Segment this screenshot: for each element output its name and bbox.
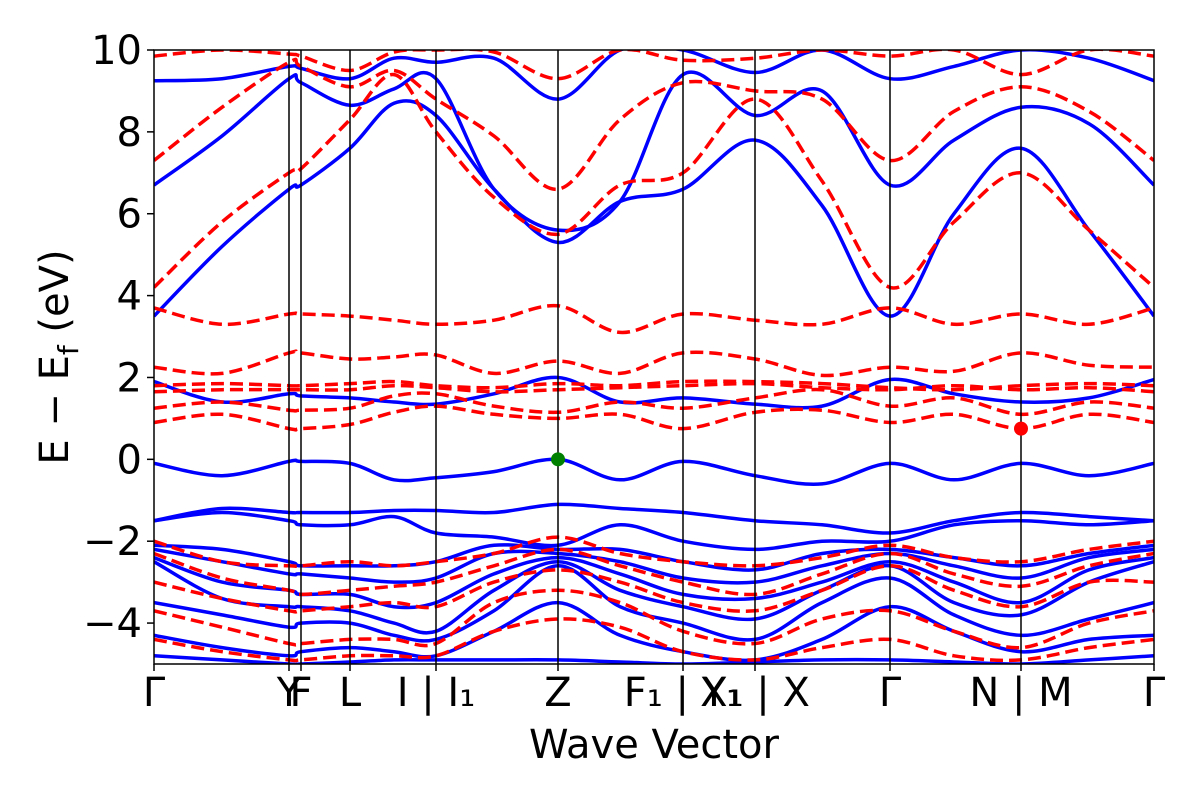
plot-frame bbox=[153, 49, 1155, 665]
x-tick-label-4: I | I₁ bbox=[397, 670, 476, 716]
dashed-band-line-6 bbox=[154, 387, 1154, 417]
y-axis-ticks: −4 −2 0 2 4 6 8 10 bbox=[83, 28, 154, 647]
x-tick-label-8: Γ bbox=[879, 670, 902, 716]
x-axis-title: Wave Vector bbox=[529, 722, 780, 768]
y-tick-label-6: 8 bbox=[117, 110, 142, 156]
y-axis-title-unit: (eV) bbox=[32, 249, 78, 345]
conduction-band-minimum-marker bbox=[1014, 421, 1028, 436]
x-tick-label-2: F bbox=[289, 670, 312, 716]
dashed-band-line-2 bbox=[154, 564, 1154, 614]
dashed-band-line-0 bbox=[154, 617, 1154, 663]
x-tick-label-9: N | M bbox=[969, 670, 1072, 716]
dashed-band-line-9 bbox=[154, 349, 1154, 378]
y-axis-title-sub: f bbox=[52, 344, 85, 355]
solid-band-line-5 bbox=[154, 547, 1154, 585]
solid-band-line-7 bbox=[154, 510, 1154, 552]
y-tick-label-2: 0 bbox=[117, 437, 142, 483]
x-tick-label-1: Y bbox=[276, 670, 302, 716]
y-axis-title-main: E − E bbox=[32, 355, 78, 465]
extrema-markers bbox=[551, 421, 1028, 467]
solid-band-line-9 bbox=[154, 457, 1154, 487]
solid-band-line-10 bbox=[154, 375, 1154, 410]
solid-band-line-3 bbox=[154, 559, 1154, 635]
solid-band-line-13 bbox=[154, 50, 1154, 101]
y-tick-label-1: −2 bbox=[83, 519, 142, 565]
dashed-band-line-5 bbox=[154, 404, 1154, 432]
y-tick-label-4: 4 bbox=[117, 274, 142, 320]
dashed-band-line-4 bbox=[154, 535, 1154, 568]
x-tick-label-6: F₁ | Y₁ bbox=[624, 670, 742, 716]
y-tick-label-0: −4 bbox=[83, 601, 142, 647]
x-tick-label-5: Z bbox=[544, 670, 571, 716]
solid-band-line-0 bbox=[154, 654, 1154, 664]
x-tick-label-10: Γ bbox=[1143, 670, 1166, 716]
valence-band-maximum-marker bbox=[551, 452, 565, 467]
high-symmetry-lines bbox=[288, 50, 1022, 664]
y-tick-label-7: 10 bbox=[91, 28, 142, 74]
y-axis-title: E − Ef (eV) bbox=[32, 249, 85, 464]
y-tick-label-5: 6 bbox=[117, 192, 142, 238]
x-tick-label-3: L bbox=[339, 670, 362, 716]
dashed-band-line-8 bbox=[154, 379, 1154, 392]
solid-band-line-1 bbox=[154, 600, 1154, 663]
dashed-band-line-3 bbox=[154, 547, 1154, 597]
dashed-band-line-7 bbox=[154, 381, 1154, 394]
x-tick-label-7: X₁ | X bbox=[700, 670, 810, 716]
y-tick-label-3: 2 bbox=[117, 355, 142, 401]
x-tick-label-0: Γ bbox=[143, 670, 166, 716]
dashed-band-line-10 bbox=[154, 303, 1154, 335]
solid-band-line-8 bbox=[154, 502, 1154, 535]
dashed-band-line-13 bbox=[154, 50, 1154, 81]
